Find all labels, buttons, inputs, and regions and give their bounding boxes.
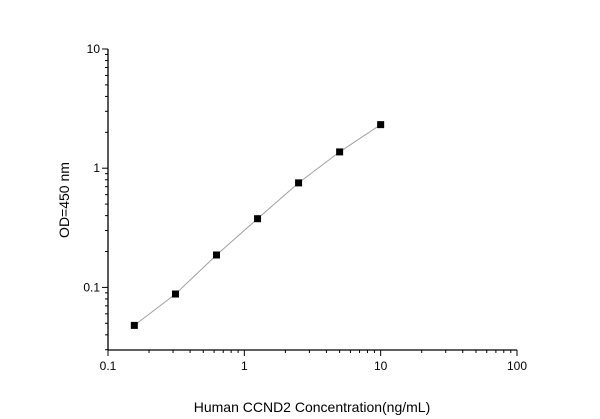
x-tick-label: 100	[507, 359, 527, 373]
data-point	[213, 251, 221, 259]
data-point	[254, 215, 262, 223]
x-tick-label: 10	[374, 359, 388, 373]
data-point	[295, 179, 303, 187]
series-line	[133, 124, 381, 326]
x-tick-label: 1	[241, 359, 248, 373]
data-point	[377, 121, 385, 129]
data-point	[336, 148, 344, 156]
x-axis-label: Human CCND2 Concentration(ng/mL)	[194, 399, 431, 415]
plot-area: 0.1 1 10 100 0.1 1 10	[83, 42, 527, 373]
y-axis-label: OD=450 nm	[56, 162, 72, 238]
data-point	[130, 321, 138, 329]
x-tick-label: 0.1	[100, 359, 117, 373]
y-tick-label: 1	[93, 161, 100, 175]
data-point	[171, 290, 179, 298]
y-tick-label: 10	[87, 42, 101, 56]
y-tick-label: 0.1	[83, 280, 100, 294]
